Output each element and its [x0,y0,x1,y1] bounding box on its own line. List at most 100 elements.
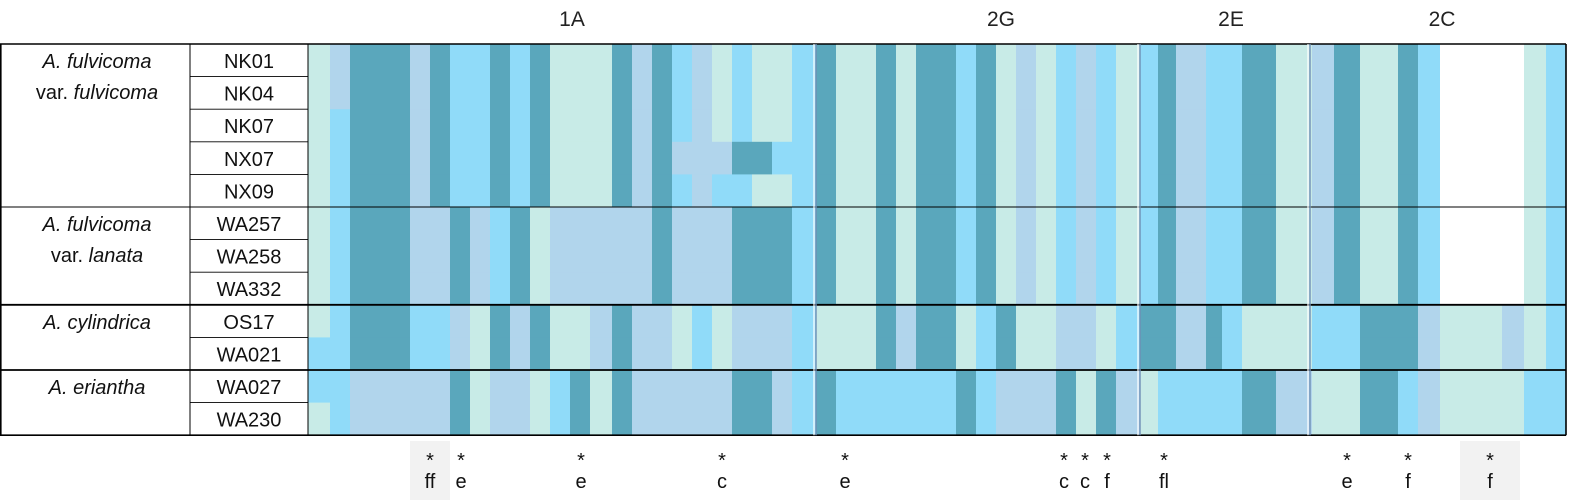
region-labels: 1A 2G 2E 2C [559,8,1455,31]
matrix-cell [1036,207,1057,240]
matrix-cell [956,141,977,175]
matrix-cell [350,174,391,208]
matrix-cell [876,272,897,306]
matrix-cell [1418,272,1441,306]
matrix-cell [1016,272,1037,306]
matrix-cell [350,207,391,240]
matrix-cell [570,337,591,371]
matrix-cell [876,337,897,371]
matrix-cell [1242,304,1277,338]
matrix-cell [308,76,331,110]
matrix-cell [1222,174,1243,208]
species-name: A. fulvicoma [42,51,152,73]
matrix-cell [450,44,471,77]
matrix-cell [510,370,531,403]
matrix-cell [330,141,351,175]
matrix-cell [390,109,411,143]
matrix-cell [672,239,693,273]
matrix-cell [612,109,633,143]
matrix-cell [1462,337,1483,371]
matrix-cell [712,207,733,240]
matrix-cell [1036,76,1057,110]
matrix-cell [1546,44,1567,77]
matrix-cell [836,141,877,175]
matrix-cell [590,304,613,338]
annotation-star: * [1103,450,1111,472]
matrix-cell [772,76,793,110]
matrix-cell [1076,272,1097,306]
matrix-cell [1462,141,1483,175]
matrix-cell [916,304,957,338]
specimen-code: WA027 [217,377,282,399]
matrix-cell [996,44,1017,77]
matrix-cell [916,141,957,175]
matrix-cell [1334,239,1361,273]
matrix-cell [550,337,571,371]
matrix-cell [590,109,613,143]
matrix-cell [470,304,491,338]
matrix-cell [1502,76,1525,110]
matrix-cell [1398,402,1419,436]
matrix-cell [976,207,997,240]
annotation-code: c [717,471,727,493]
matrix-cell [410,207,431,240]
species-name: A. cylindrica [42,312,151,334]
matrix-cell [956,370,977,403]
matrix-cell [590,370,613,403]
matrix-cell [1546,109,1567,143]
matrix-cell [1222,402,1243,436]
matrix-cell [672,109,693,143]
matrix-cell [1398,272,1419,306]
matrix-cell [792,174,817,208]
matrix-cell [390,141,411,175]
matrix-cell [1360,207,1399,240]
matrix-cell [1036,109,1057,143]
matrix-cell [308,239,331,273]
matrix-cell [956,272,977,306]
matrix-cell [490,272,511,306]
matrix-cell [672,44,693,77]
matrix-cell [1462,239,1483,273]
matrix-cell [1360,304,1399,338]
matrix-cell [792,402,817,436]
matrix-cell [390,272,411,306]
matrix-cell [1222,207,1243,240]
matrix-cell [996,370,1017,403]
matrix-cell [1056,44,1077,77]
matrix-cell [1222,272,1243,306]
matrix-cell [1482,76,1503,110]
matrix-cell [772,141,793,175]
matrix-cell [330,76,351,110]
matrix-cell [1016,76,1037,110]
matrix-cell [450,239,471,273]
matrix-cell [1176,402,1207,436]
matrix-cell [1016,174,1037,208]
matrix-cell [692,304,713,338]
specimen-code: NK01 [224,51,274,73]
matrix-cell [330,370,351,403]
matrix-cell [1242,272,1277,306]
matrix-cell [1440,304,1463,338]
matrix-cell [530,402,551,436]
matrix-cell [490,370,511,403]
matrix-cell [550,141,571,175]
matrix-cell [976,304,997,338]
matrix-cell [1140,304,1159,338]
matrix-cell [652,304,673,338]
matrix-cell [1206,174,1223,208]
matrix-cell [836,272,877,306]
matrix-cell [1360,272,1399,306]
matrix-cell [732,272,753,306]
matrix-cell [896,272,917,306]
matrix-cell [1502,304,1525,338]
matrix-cell [1524,174,1547,208]
matrix-cell [1360,76,1399,110]
matrix-cell [410,370,431,403]
matrix-cell [652,370,673,403]
matrix-cell [956,239,977,273]
matrix-cell [632,207,653,240]
matrix-cell [1140,109,1159,143]
matrix-cell [916,207,957,240]
matrix-cell [996,337,1017,371]
matrix-cell [752,337,773,371]
